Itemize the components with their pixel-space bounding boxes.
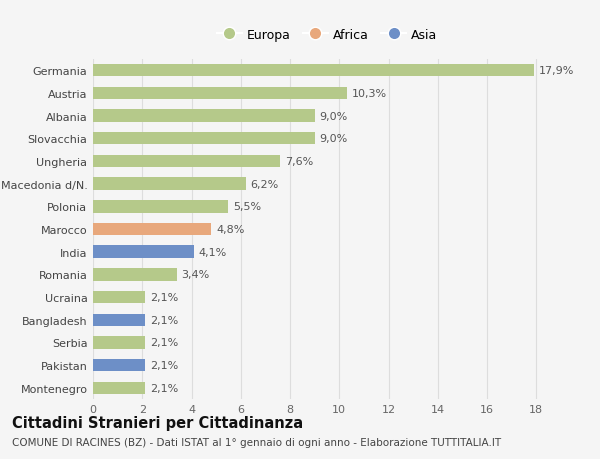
Text: 2,1%: 2,1%: [149, 338, 178, 348]
Text: Cittadini Stranieri per Cittadinanza: Cittadini Stranieri per Cittadinanza: [12, 415, 303, 431]
Text: 10,3%: 10,3%: [352, 89, 387, 99]
Bar: [93, 382, 145, 394]
Text: 4,8%: 4,8%: [216, 224, 245, 235]
Bar: [93, 291, 145, 304]
Legend: Europa, Africa, Asia: Europa, Africa, Asia: [212, 24, 443, 47]
Text: 4,1%: 4,1%: [199, 247, 227, 257]
Bar: [93, 246, 194, 258]
Bar: [93, 269, 177, 281]
Bar: [93, 359, 145, 372]
Bar: [93, 178, 246, 190]
Bar: [93, 87, 347, 100]
Bar: [93, 223, 211, 236]
Text: 2,1%: 2,1%: [149, 292, 178, 302]
Bar: [93, 65, 534, 77]
Text: 2,1%: 2,1%: [149, 383, 178, 393]
Bar: [93, 133, 314, 145]
Text: COMUNE DI RACINES (BZ) - Dati ISTAT al 1° gennaio di ogni anno - Elaborazione TU: COMUNE DI RACINES (BZ) - Dati ISTAT al 1…: [12, 437, 501, 447]
Text: 2,1%: 2,1%: [149, 360, 178, 370]
Text: 17,9%: 17,9%: [539, 66, 574, 76]
Bar: [93, 336, 145, 349]
Text: 2,1%: 2,1%: [149, 315, 178, 325]
Text: 9,0%: 9,0%: [320, 134, 348, 144]
Text: 7,6%: 7,6%: [285, 157, 313, 167]
Text: 9,0%: 9,0%: [320, 111, 348, 121]
Text: 3,4%: 3,4%: [182, 270, 210, 280]
Text: 5,5%: 5,5%: [233, 202, 262, 212]
Text: 6,2%: 6,2%: [251, 179, 279, 189]
Bar: [93, 155, 280, 168]
Bar: [93, 314, 145, 326]
Bar: [93, 201, 229, 213]
Bar: [93, 110, 314, 123]
